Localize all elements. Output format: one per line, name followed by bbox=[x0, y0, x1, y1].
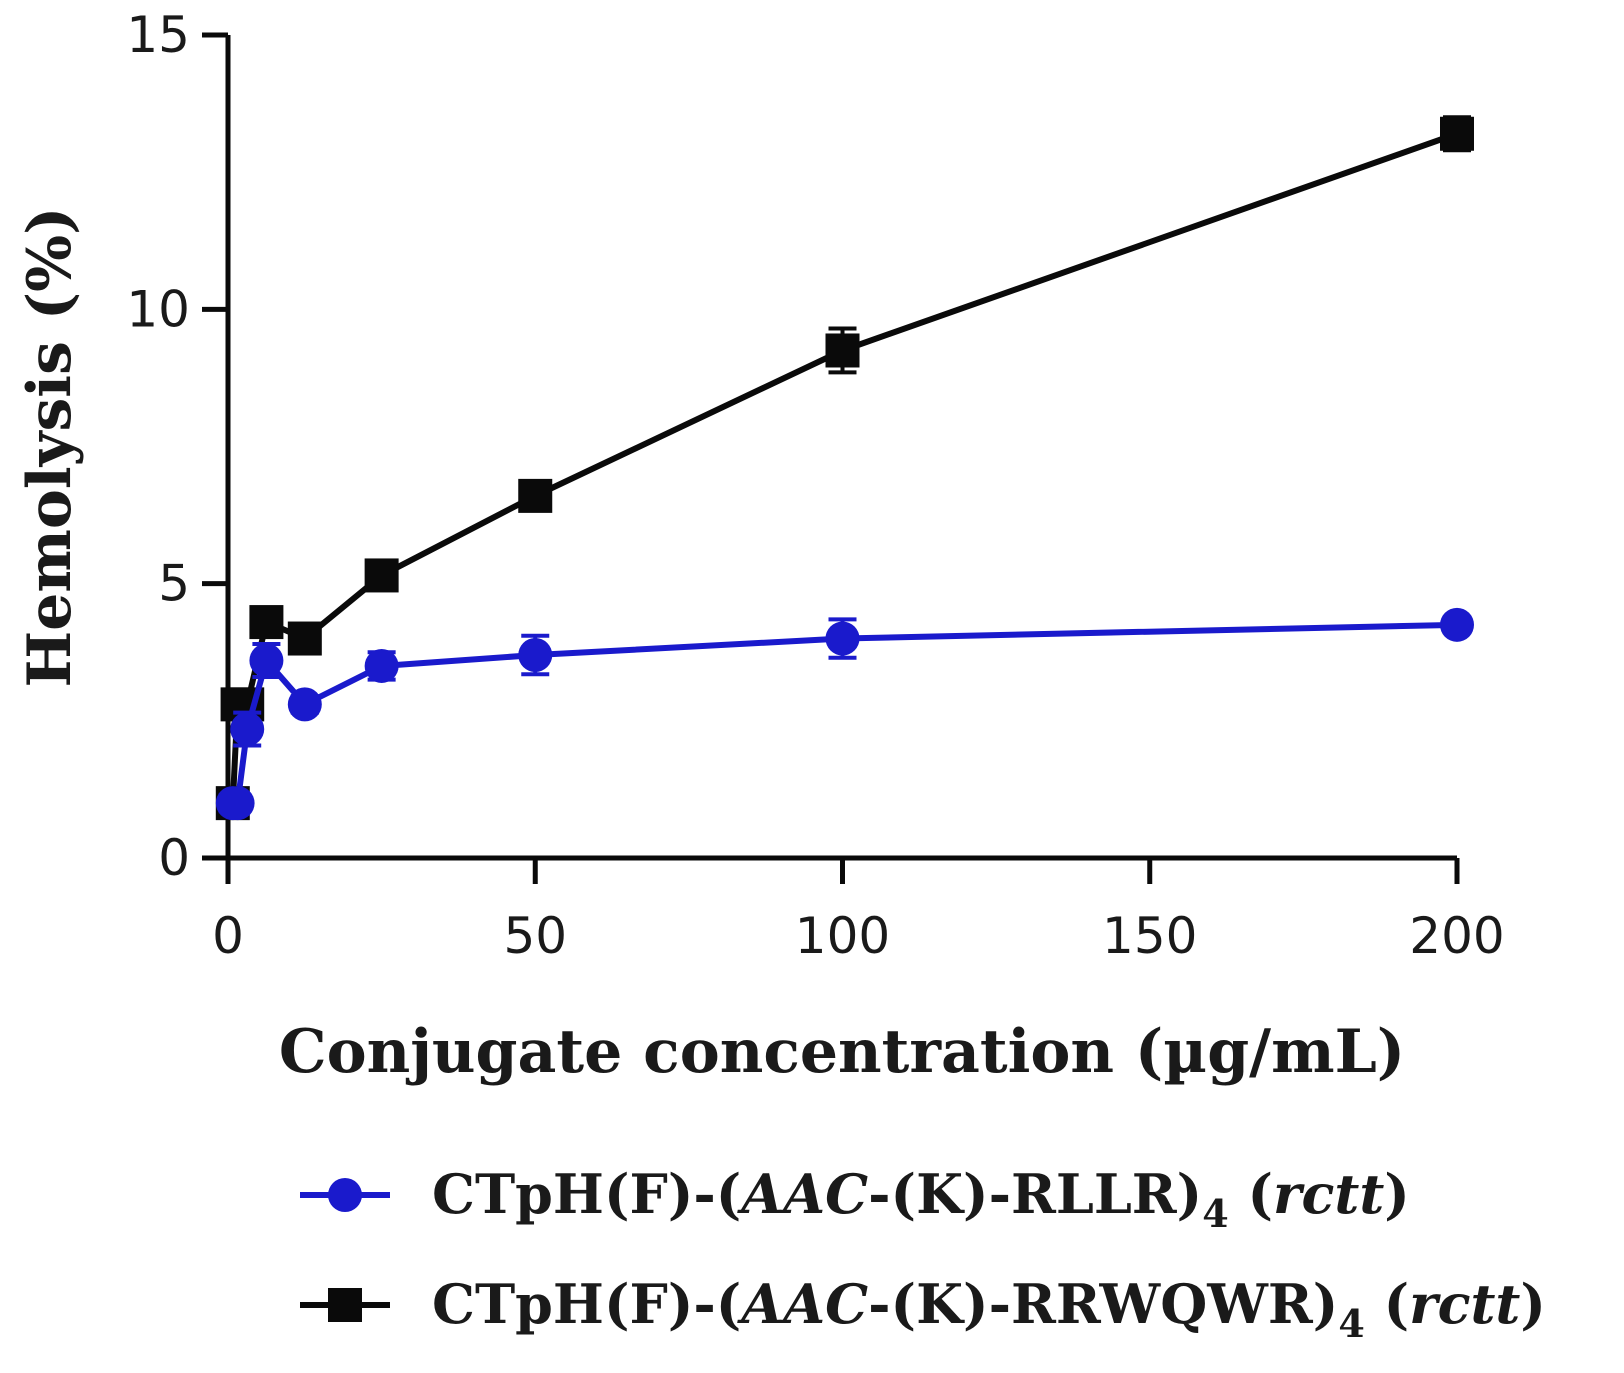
legend-text-part: ) bbox=[1520, 1272, 1546, 1336]
x-tick-label: 100 bbox=[795, 907, 890, 965]
data-point-circle bbox=[1440, 607, 1474, 642]
data-point-circle bbox=[825, 621, 860, 656]
legend: CTpH(F)-(AAC-(K)-RLLR)4 (rctt)CTpH(F)-(A… bbox=[300, 1162, 1546, 1346]
series-line bbox=[229, 130, 1458, 804]
legend-entry: CTpH(F)-(AAC-(K)-RRWQWR)4 (rctt) bbox=[300, 1272, 1546, 1346]
legend-subscript: 4 bbox=[1202, 1191, 1228, 1236]
x-tick-label: 200 bbox=[1409, 907, 1504, 965]
legend-label: CTpH(F)-(AAC-(K)-RLLR)4 (rctt) bbox=[432, 1162, 1410, 1236]
data-point-square bbox=[1440, 116, 1474, 151]
data-point-circle bbox=[518, 637, 553, 672]
x-axis-title: Conjugate concentration (µg/mL) bbox=[279, 1017, 1405, 1087]
series-rllr bbox=[215, 607, 1474, 821]
axes-layer bbox=[225, 35, 1457, 861]
data-point-circle bbox=[220, 786, 255, 821]
legend-entry: CTpH(F)-(AAC-(K)-RLLR)4 (rctt) bbox=[300, 1162, 1410, 1236]
data-point-circle bbox=[249, 643, 284, 678]
data-point-square bbox=[287, 621, 322, 656]
legend-italic-part: rctt bbox=[1273, 1162, 1384, 1226]
data-point-circle bbox=[287, 687, 322, 722]
legend-italic-part: rctt bbox=[1409, 1272, 1520, 1336]
legend-italic-part: AAC bbox=[736, 1162, 868, 1226]
legend-text-part: -(K)-RRWQWR) bbox=[868, 1272, 1338, 1336]
legend-marker-circle bbox=[328, 1178, 362, 1212]
legend-text-part: -(K)-RLLR) bbox=[868, 1162, 1202, 1226]
legend-label: CTpH(F)-(AAC-(K)-RRWQWR)4 (rctt) bbox=[432, 1272, 1546, 1346]
y-tick-label: 10 bbox=[126, 280, 190, 338]
x-tick-label: 0 bbox=[212, 907, 244, 965]
x-tick-label: 150 bbox=[1102, 907, 1197, 965]
legend-text-part: CTpH(F)-( bbox=[432, 1272, 741, 1336]
y-axis-title: Hemolysis (%) bbox=[15, 206, 85, 687]
legend-subscript: 4 bbox=[1338, 1301, 1364, 1346]
legend-text-part: CTpH(F)-( bbox=[432, 1162, 741, 1226]
legend-marker-square bbox=[328, 1288, 362, 1322]
data-point-square bbox=[364, 558, 399, 593]
y-tick-label: 5 bbox=[158, 555, 190, 613]
data-point-circle bbox=[364, 648, 399, 683]
x-tick-label: 50 bbox=[503, 907, 567, 965]
legend-text-part: ( bbox=[1365, 1272, 1409, 1336]
legend-italic-part: AAC bbox=[736, 1272, 868, 1336]
series-layer bbox=[215, 115, 1474, 821]
data-point-square bbox=[249, 605, 284, 640]
data-point-circle bbox=[230, 712, 265, 747]
series-rrwqwr bbox=[215, 115, 1474, 821]
y-tick-label: 15 bbox=[126, 6, 190, 64]
data-point-square bbox=[518, 478, 553, 513]
data-point-square bbox=[825, 333, 860, 368]
y-tick-label: 0 bbox=[158, 829, 190, 887]
legend-text-part: ) bbox=[1384, 1162, 1410, 1226]
legend-text-part: ( bbox=[1229, 1162, 1273, 1226]
